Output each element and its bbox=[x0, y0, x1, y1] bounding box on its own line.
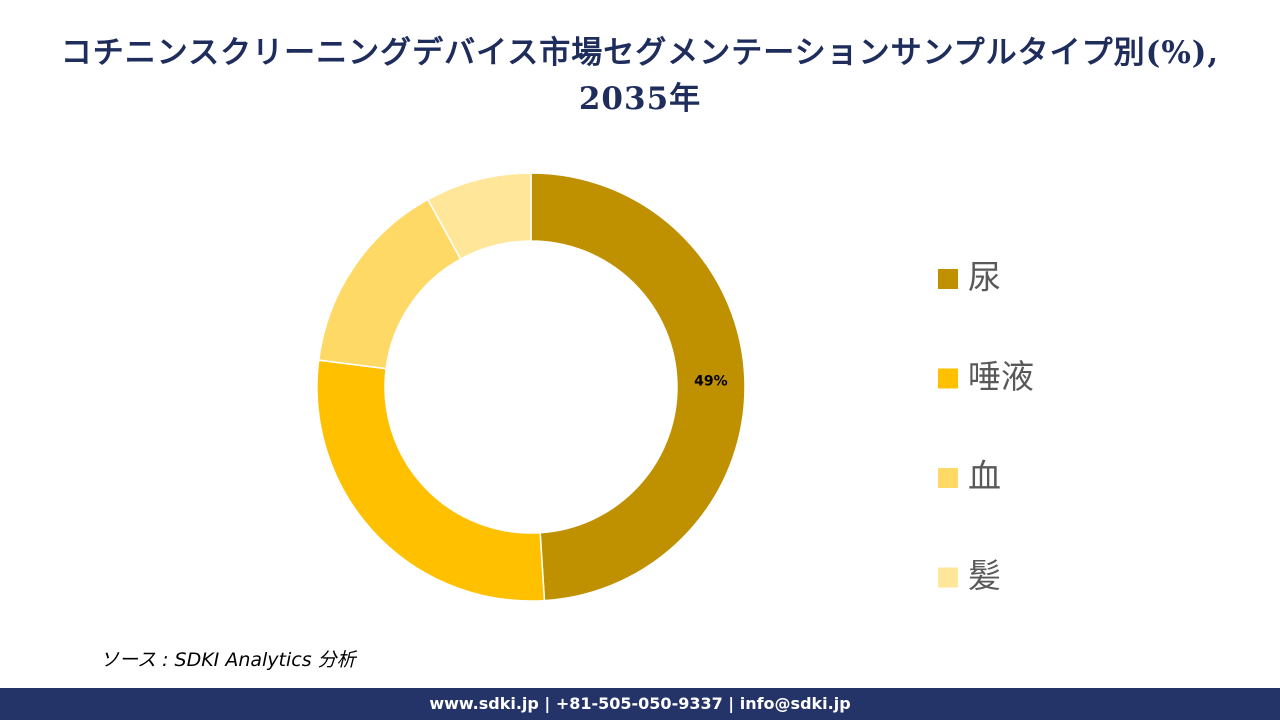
legend-label: 髪 bbox=[968, 556, 1001, 595]
legend-swatch bbox=[938, 368, 958, 389]
legend-label: 尿 bbox=[968, 258, 1001, 297]
chart-title: コチニンスクリーニングデバイス市場セグメンテーションサンプルタイプ別(%), 2… bbox=[60, 35, 1220, 117]
legend-label: 唾液 bbox=[968, 357, 1034, 396]
legend-swatch bbox=[938, 468, 958, 488]
legend-swatch bbox=[938, 269, 958, 289]
donut-segment bbox=[316, 359, 546, 602]
footer: www.sdki.jp | +81-505-050-9337 | info@sd… bbox=[0, 688, 1280, 720]
legend-swatch bbox=[938, 567, 958, 588]
source-note: ソース : SDKI Analytics 分析 bbox=[100, 649, 356, 671]
data-label: 49% bbox=[694, 373, 728, 389]
donut-segment bbox=[317, 198, 462, 370]
donut-segment bbox=[530, 172, 746, 602]
donut-segment bbox=[426, 172, 532, 261]
legend-label: 血 bbox=[968, 457, 1001, 496]
